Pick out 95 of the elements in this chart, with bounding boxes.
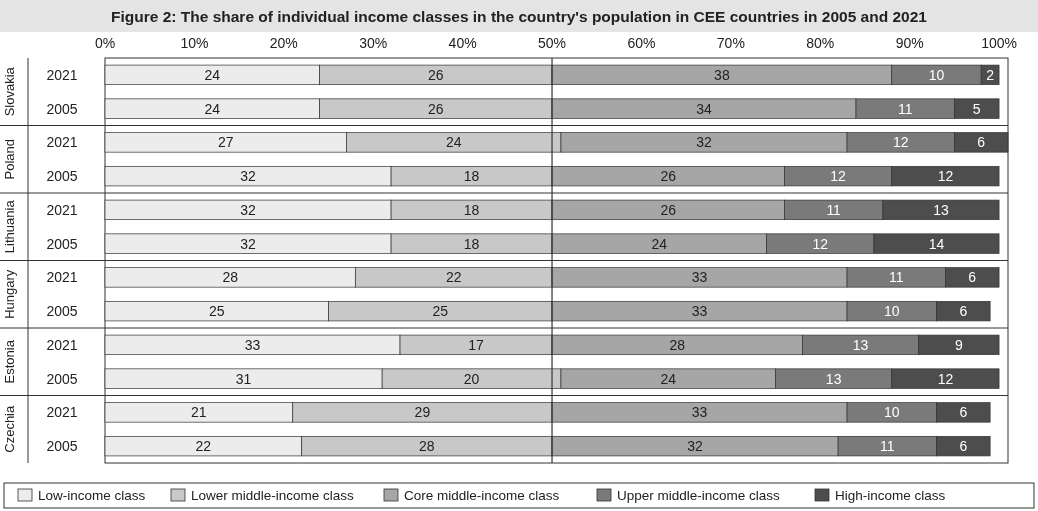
- text: Poland: [2, 139, 17, 180]
- data-label: 22: [195, 438, 212, 455]
- x-tick-label: 70%: [716, 35, 745, 51]
- data-label: 6: [977, 134, 986, 151]
- data-label: 29: [414, 404, 431, 421]
- data-label: 33: [691, 269, 708, 286]
- data-label: 13: [825, 370, 842, 387]
- data-label: 24: [445, 134, 462, 151]
- y-tick-label: 2005: [46, 235, 78, 252]
- data-label: 24: [204, 66, 221, 83]
- y-tick-label: 2021: [46, 404, 78, 421]
- data-label: 25: [208, 303, 225, 320]
- data-label: 28: [222, 269, 239, 286]
- chart-title: Figure 2: The share of individual income classes in the country's population in CEE countries in 2005 and 2021: [111, 8, 928, 25]
- legend-label: Upper middle-income class: [617, 488, 781, 503]
- y-tick-label: 2005: [46, 303, 78, 320]
- text: Slovakia: [2, 66, 17, 117]
- data-label: 33: [691, 404, 708, 421]
- x-tick-label: 80%: [806, 35, 835, 51]
- data-label: 12: [812, 235, 829, 252]
- data-label: 11: [888, 269, 904, 286]
- text: Lithuania: [2, 199, 17, 254]
- data-label: 12: [937, 168, 954, 185]
- data-label: 22: [445, 269, 462, 286]
- y-tick-label: 2021: [46, 336, 78, 353]
- x-tick-label: 30%: [359, 35, 388, 51]
- data-label: 27: [217, 134, 234, 151]
- data-label: 10: [928, 66, 945, 83]
- legend-label: High-income class: [835, 488, 946, 503]
- x-tick-label: 10%: [180, 35, 209, 51]
- x-tick-label: 40%: [448, 35, 477, 51]
- y-tick-label: 2005: [46, 438, 78, 455]
- data-label: 6: [968, 269, 977, 286]
- y-tick-label: 2005: [46, 100, 78, 117]
- data-label: 32: [687, 438, 704, 455]
- x-tick-label: 0%: [94, 35, 116, 51]
- y-tick-label: 2021: [46, 66, 78, 83]
- data-label: 20: [463, 370, 480, 387]
- data-label: 31: [235, 370, 252, 387]
- data-label: 18: [463, 235, 480, 252]
- data-label: 24: [651, 235, 668, 252]
- data-label: 6: [959, 404, 968, 421]
- x-tick-label: 100%: [981, 35, 1017, 51]
- data-label: 32: [240, 201, 257, 218]
- data-label: 6: [959, 303, 968, 320]
- data-label: 5: [972, 100, 981, 117]
- data-label: 11: [880, 438, 895, 455]
- data-label: 12: [830, 168, 847, 185]
- data-label: 38: [714, 66, 730, 83]
- data-label: 10: [883, 404, 900, 421]
- data-label: 12: [892, 134, 909, 151]
- data-label: 26: [428, 66, 444, 83]
- text: Hungary: [2, 269, 17, 319]
- data-label: 9: [954, 336, 963, 353]
- data-label: 32: [696, 134, 713, 151]
- data-label: 11: [897, 100, 913, 117]
- data-label: 13: [852, 336, 869, 353]
- data-label: 18: [463, 168, 480, 185]
- data-label: 24: [660, 370, 677, 387]
- x-tick-label: 90%: [895, 35, 924, 51]
- data-label: 24: [204, 100, 221, 117]
- data-label: 2: [986, 66, 995, 83]
- y-tick-label: 2005: [46, 168, 78, 185]
- y-tick-label: 2021: [46, 269, 78, 286]
- data-label: 32: [240, 168, 257, 185]
- legend-label: Low-income class: [38, 488, 146, 503]
- data-label: 21: [191, 404, 207, 421]
- data-label: 28: [419, 438, 435, 455]
- data-label: 26: [428, 100, 444, 117]
- data-label: 26: [660, 168, 677, 185]
- data-label: 34: [696, 100, 713, 117]
- data-label: 14: [928, 235, 945, 252]
- data-label: 28: [669, 336, 686, 353]
- data-label: 32: [240, 235, 257, 252]
- x-tick-label: 60%: [627, 35, 656, 51]
- legend-label: Core middle-income class: [404, 488, 560, 503]
- y-tick-label: 2021: [46, 201, 78, 218]
- x-tick-label: 50%: [538, 35, 567, 51]
- text: Czechia: [2, 405, 17, 453]
- data-label: 18: [463, 201, 480, 218]
- data-label: 17: [468, 336, 485, 353]
- data-label: 33: [244, 336, 261, 353]
- legend-label: Lower middle-income class: [191, 488, 355, 503]
- data-label: 6: [959, 438, 968, 455]
- data-label: 25: [432, 303, 449, 320]
- x-tick-label: 20%: [269, 35, 298, 51]
- data-label: 33: [691, 303, 708, 320]
- data-label: 12: [937, 370, 954, 387]
- data-label: 11: [826, 201, 842, 218]
- data-label: 10: [883, 303, 900, 320]
- data-label: 13: [933, 201, 949, 218]
- data-label: 26: [660, 201, 677, 218]
- text: Estonia: [2, 339, 17, 384]
- y-tick-label: 2005: [46, 370, 78, 387]
- y-tick-label: 2021: [46, 134, 78, 151]
